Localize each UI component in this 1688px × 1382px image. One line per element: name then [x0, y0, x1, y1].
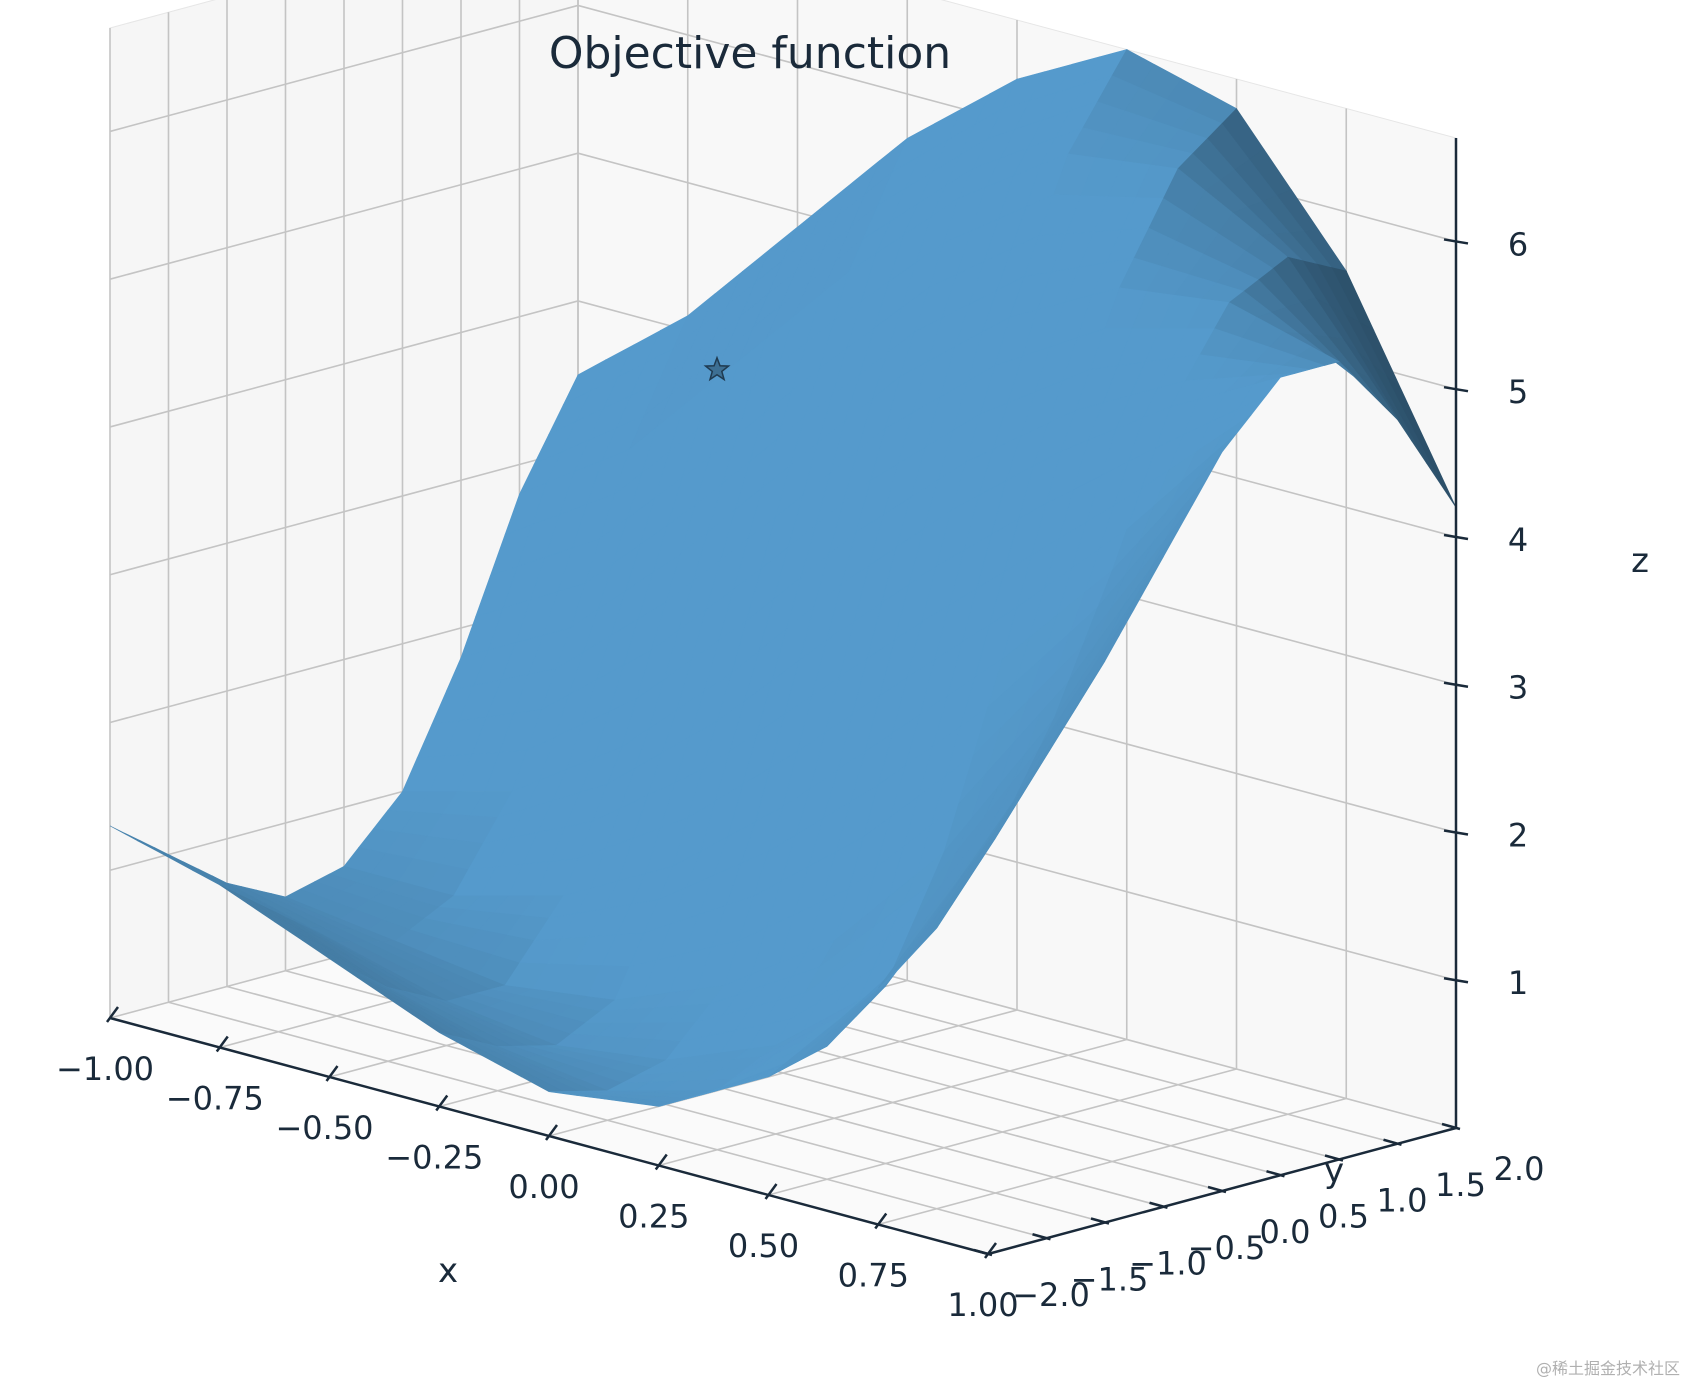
tick-mark — [1266, 1170, 1285, 1178]
y-tick-label: 1.5 — [1435, 1166, 1486, 1204]
tick-mark — [1443, 238, 1469, 245]
y-tick-label: 2.0 — [1494, 1150, 1545, 1188]
tick-mark — [874, 1212, 888, 1230]
x-tick-label: −0.75 — [166, 1080, 264, 1118]
tick-mark — [435, 1094, 449, 1112]
x-tick-label: 0.75 — [838, 1257, 909, 1295]
x-tick-label: −0.50 — [275, 1109, 373, 1147]
y-tick-label: 0.0 — [1260, 1213, 1311, 1251]
gridline-wall-z — [109, 300, 579, 428]
z-tick-label: 6 — [1508, 225, 1528, 263]
x-tick-label: 0.25 — [618, 1198, 689, 1236]
surface-markers — [703, 355, 731, 382]
axis-lines — [105, 138, 1469, 1259]
tick-mark — [973, 1248, 993, 1257]
x-tick-label: −0.25 — [385, 1139, 483, 1177]
y-tick-label: −1.5 — [1071, 1260, 1149, 1298]
star-marker — [703, 355, 731, 382]
z-tick-label: 4 — [1508, 521, 1528, 559]
tick-mark — [1443, 533, 1469, 541]
tick-mark — [325, 1065, 339, 1082]
tick-mark — [1441, 1122, 1461, 1131]
x-axis-label: x — [438, 1251, 458, 1291]
z-tick-label: 2 — [1508, 817, 1528, 855]
y-tick-label: −1.0 — [1129, 1245, 1207, 1283]
z-tick-label: 3 — [1508, 669, 1528, 707]
tick-mark — [105, 1006, 120, 1023]
tick-mark — [1032, 1233, 1051, 1241]
tick-labels: −1.00−0.75−0.50−0.250.000.250.500.751.00… — [56, 225, 1544, 1324]
z-axis-label: z — [1631, 541, 1649, 581]
z-tick-label: 1 — [1508, 964, 1528, 1002]
tick-mark — [544, 1124, 559, 1141]
y-tick-label: 0.5 — [1318, 1197, 1369, 1235]
tick-mark — [1443, 977, 1469, 984]
tick-mark — [654, 1153, 668, 1171]
gridline-wall-z — [109, 152, 579, 280]
y-axis-label: y — [1324, 1151, 1344, 1191]
chart-title: Objective function — [549, 28, 951, 79]
x-tick-label: 0.00 — [508, 1168, 579, 1206]
x-tick-label: −1.00 — [56, 1050, 154, 1088]
tick-mark — [215, 1035, 229, 1053]
z-tick-label: 5 — [1508, 373, 1528, 411]
tick-mark — [1324, 1154, 1344, 1162]
tick-mark — [1443, 385, 1469, 393]
y-tick-label: −2.0 — [1012, 1276, 1090, 1314]
tick-mark — [1207, 1185, 1227, 1194]
x-tick-label: 0.50 — [728, 1227, 799, 1265]
tick-mark — [1149, 1201, 1168, 1209]
tick-mark — [1383, 1138, 1402, 1146]
surface-mesh — [109, 49, 1457, 1107]
gridline-wall-z — [109, 4, 579, 133]
tick-mark — [1090, 1217, 1110, 1225]
tick-mark — [1443, 681, 1469, 688]
gridline-floor-y — [168, 1001, 1047, 1240]
surface-facet — [960, 817, 1003, 878]
gridline-wall-z — [109, 447, 579, 576]
y-tick-label: 1.0 — [1377, 1182, 1428, 1220]
x-tick-label: 1.00 — [947, 1286, 1018, 1324]
watermark: @稀土掘金技术社区 — [1536, 1359, 1680, 1378]
tick-mark — [983, 1242, 998, 1259]
tick-mark — [1443, 829, 1469, 836]
y-tick-label: −0.5 — [1188, 1229, 1266, 1267]
tick-mark — [764, 1183, 778, 1200]
